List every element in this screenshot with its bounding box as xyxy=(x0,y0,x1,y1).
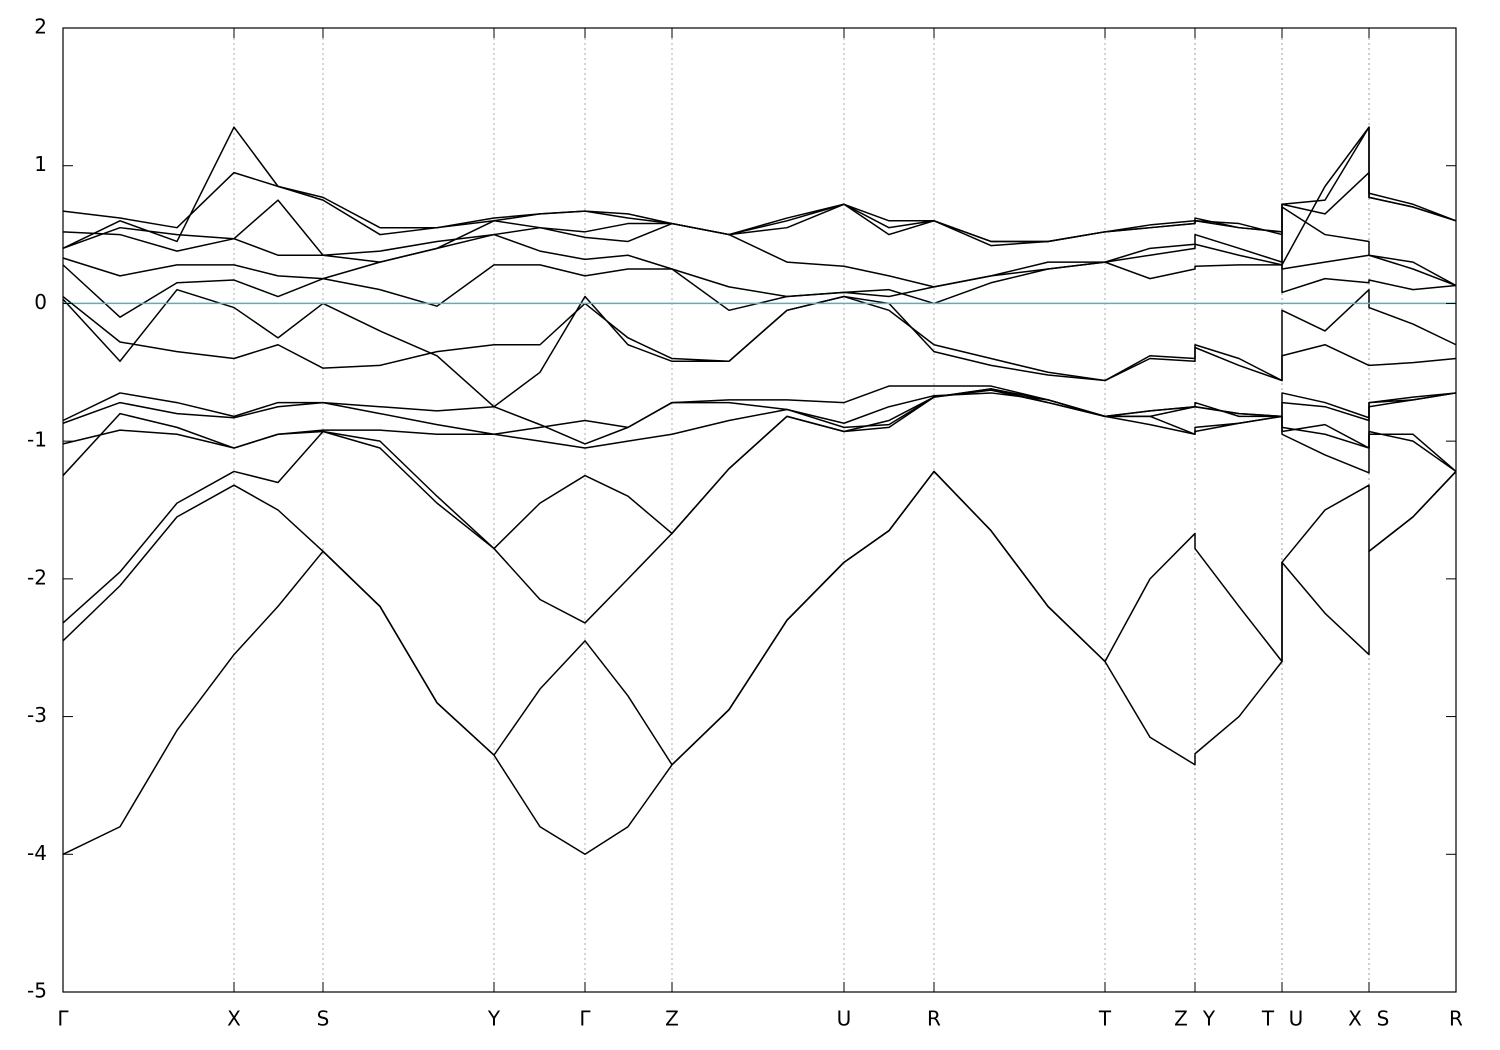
band-line xyxy=(62,470,1457,766)
x-tick-label: X xyxy=(1348,1007,1362,1031)
y-tick-label: -2 xyxy=(27,565,47,589)
x-tick-label: S xyxy=(1377,1007,1390,1031)
x-tick-label: R xyxy=(927,1007,941,1031)
x-tick-label: U xyxy=(1289,1007,1304,1031)
x-tick-label: Y xyxy=(487,1007,501,1031)
x-tick-label: Γ xyxy=(57,1007,69,1031)
x-tick-label: T xyxy=(1098,1007,1112,1031)
x-tick-label: Y xyxy=(1202,1007,1216,1031)
x-tick-label: T xyxy=(1261,1007,1275,1031)
y-tick-label: 2 xyxy=(34,15,47,39)
y-tick-label: -1 xyxy=(27,428,47,452)
band-line xyxy=(62,261,1457,318)
band-line xyxy=(62,385,1457,445)
y-tick-label: -3 xyxy=(27,703,47,727)
x-tick-label: Γ xyxy=(579,1007,591,1031)
band-line xyxy=(62,126,1457,250)
band-line xyxy=(62,388,1457,473)
band-line xyxy=(62,126,1457,266)
x-tick-label: X xyxy=(227,1007,241,1031)
x-tick-label: Z xyxy=(1174,1007,1188,1031)
x-tick-label: U xyxy=(837,1007,852,1031)
band-line xyxy=(62,388,1457,550)
y-tick-label: -5 xyxy=(27,979,47,1003)
x-tick-label: S xyxy=(317,1007,330,1031)
bands xyxy=(62,126,1457,856)
plot-frame xyxy=(62,27,1457,993)
band-line xyxy=(62,288,1457,408)
y-tick-label: 0 xyxy=(34,290,47,314)
y-tick-label: 1 xyxy=(34,152,47,176)
x-tick-label: R xyxy=(1449,1007,1463,1031)
x-tick-label: Z xyxy=(665,1007,679,1031)
y-tick-label: -4 xyxy=(27,841,47,865)
